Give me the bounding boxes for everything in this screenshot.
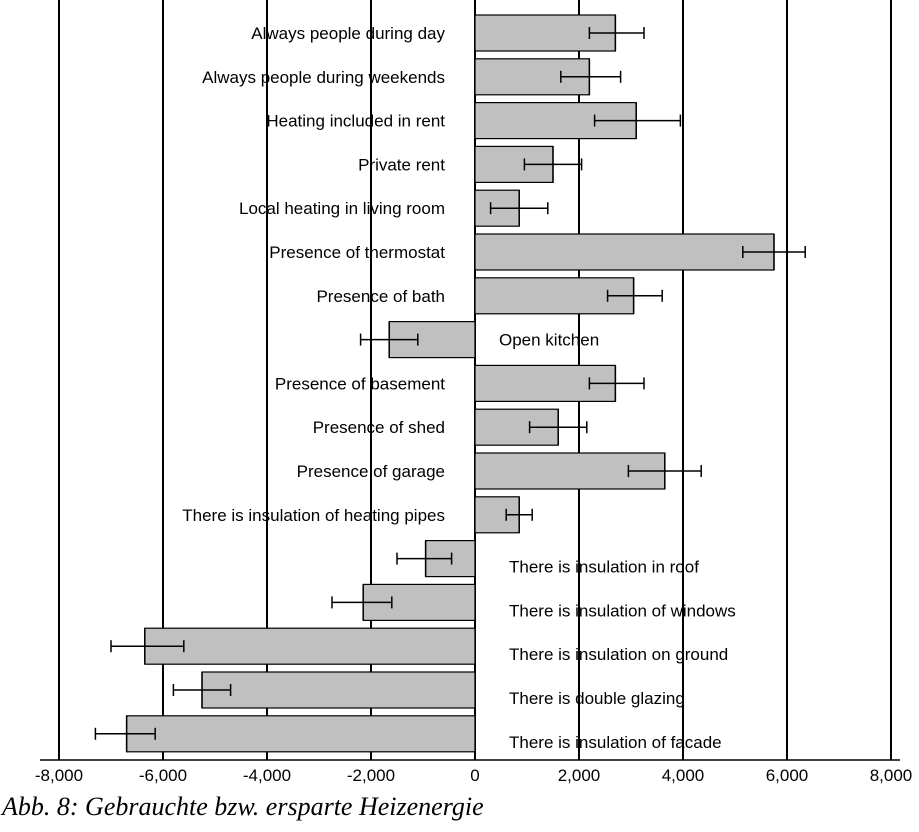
category-label: There is insulation on ground <box>509 645 728 664</box>
category-label: There is insulation in roof <box>509 558 699 577</box>
category-label: Open kitchen <box>499 331 599 350</box>
bar <box>201 671 476 709</box>
bar <box>144 627 476 665</box>
x-axis-ticks: -8,000 -6,000 -4,000 -2,000 0 2,000 4,000 6,000… <box>35 766 912 785</box>
category-label: Always people during day <box>251 24 445 43</box>
bar <box>474 233 775 271</box>
error-bars <box>94 15 806 752</box>
x-tick-label: -6,000 <box>139 766 187 785</box>
category-label: Presence of garage <box>297 462 445 481</box>
category-label: There is insulation of heating pipes <box>182 506 445 525</box>
category-label: There is insulation of facade <box>509 733 722 752</box>
x-tick-label: 6,000 <box>766 766 809 785</box>
figure-caption: Abb. 8: Gebrauchte bzw. ersparte Heizene… <box>2 792 484 821</box>
category-label: Presence of thermostat <box>269 243 445 262</box>
x-tick-label: -8,000 <box>35 766 83 785</box>
category-label: Local heating in living room <box>239 199 445 218</box>
category-label: Private rent <box>358 155 445 174</box>
category-label: Always people during weekends <box>202 68 445 87</box>
bars <box>125 14 775 753</box>
category-label: Presence of bath <box>316 287 445 306</box>
category-labels: Always people during day Always people du… <box>182 24 736 752</box>
x-tick-label: -2,000 <box>347 766 395 785</box>
bar-chart: Always people during day Always people du… <box>35 0 912 785</box>
x-tick-label: -4,000 <box>243 766 291 785</box>
bar <box>474 277 635 315</box>
x-tick-label: 2,000 <box>558 766 601 785</box>
x-tick-label: 4,000 <box>662 766 705 785</box>
category-label: There is insulation of windows <box>509 601 736 620</box>
category-label: Heating included in rent <box>266 112 445 131</box>
category-label: Presence of basement <box>275 374 445 393</box>
bar <box>125 715 476 753</box>
x-tick-label: 8,000 <box>870 766 913 785</box>
category-label: There is double glazing <box>509 689 685 708</box>
x-tick-label: 0 <box>470 766 479 785</box>
category-label: Presence of shed <box>313 418 445 437</box>
